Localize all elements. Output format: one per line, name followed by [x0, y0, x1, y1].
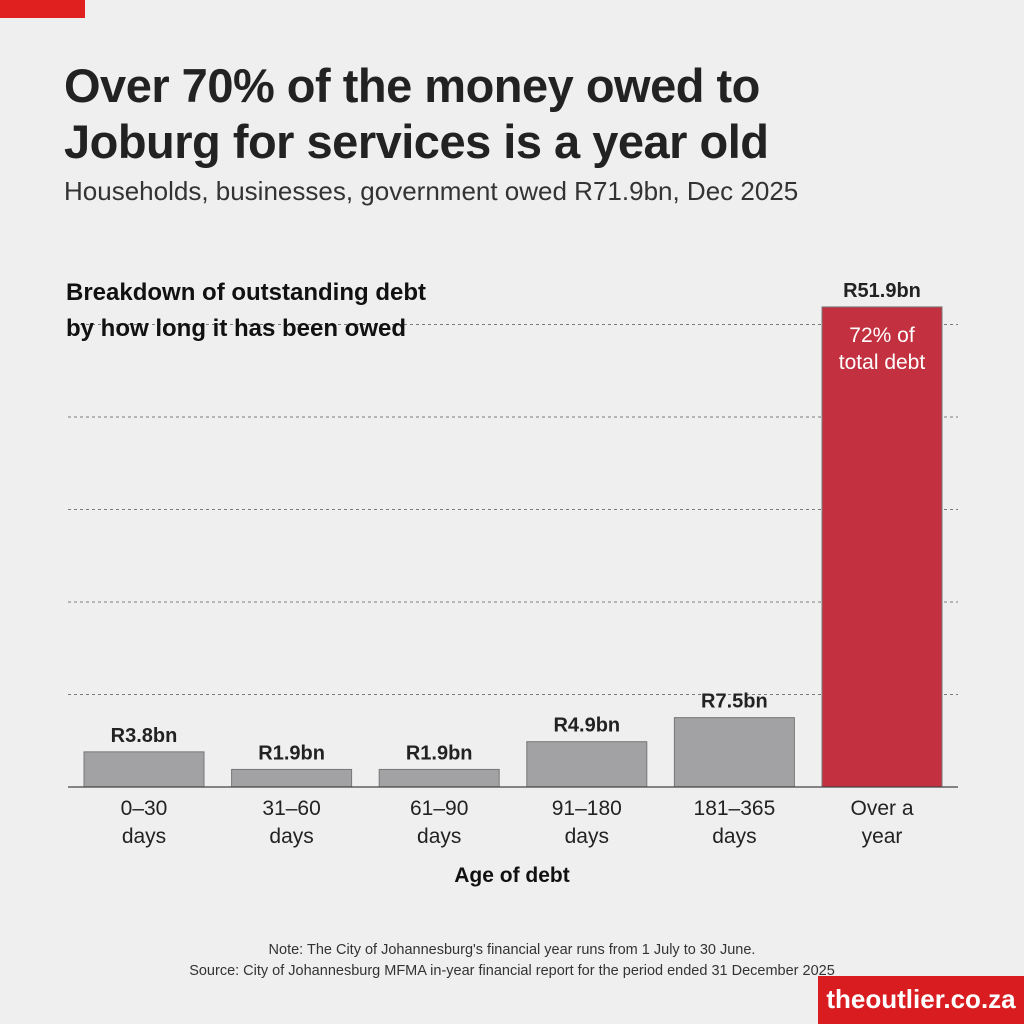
bar	[83, 751, 205, 788]
data-label: R4.9bn	[553, 715, 620, 737]
bar	[526, 741, 648, 788]
x-axis-label: Age of debt	[454, 864, 570, 887]
page-title: Over 70% of the money owed to Joburg for…	[64, 58, 769, 170]
data-label: R1.9bn	[258, 742, 325, 764]
x-tick-label: days	[712, 825, 756, 848]
data-label: R3.8bn	[111, 725, 178, 747]
x-tick-label: days	[122, 825, 166, 848]
chart-title: Breakdown of outstanding debt	[66, 279, 426, 306]
bar-annotation: 72% of	[849, 324, 915, 347]
x-tick-label: days	[269, 825, 313, 848]
bar	[673, 717, 795, 788]
chart-title: by how long it has been owed	[66, 315, 406, 342]
subtitle: Households, businesses, government owed …	[64, 176, 799, 206]
data-label: R51.9bn	[843, 280, 921, 302]
x-tick-label: Over a	[850, 797, 913, 820]
x-tick-label: 31–60	[262, 797, 320, 820]
x-tick-label: year	[862, 825, 903, 848]
x-tick-label: days	[565, 825, 609, 848]
data-label: R1.9bn	[406, 742, 473, 764]
data-label: R7.5bn	[701, 691, 768, 713]
bar	[231, 768, 353, 788]
title-line-1: Over 70% of the money owed to	[64, 59, 760, 112]
bar	[821, 306, 943, 788]
note-text: Note: The City of Johannesburg's financi…	[268, 942, 756, 958]
source-text: Source: City of Johannesburg MFMA in-yea…	[189, 963, 835, 979]
x-tick-label: 61–90	[410, 797, 468, 820]
bar-annotation: total debt	[839, 351, 926, 374]
brand-logo[interactable]: theoutlier.co.za	[818, 976, 1024, 1024]
x-tick-label: days	[417, 825, 461, 848]
title-line-2: Joburg for services is a year old	[64, 115, 769, 168]
brand-accent-bar	[0, 0, 85, 18]
bar	[378, 768, 500, 788]
footnote: Note: The City of Johannesburg's financi…	[0, 940, 1024, 982]
x-tick-label: 181–365	[694, 797, 776, 820]
x-tick-label: 91–180	[552, 797, 622, 820]
x-tick-label: 0–30	[121, 797, 168, 820]
